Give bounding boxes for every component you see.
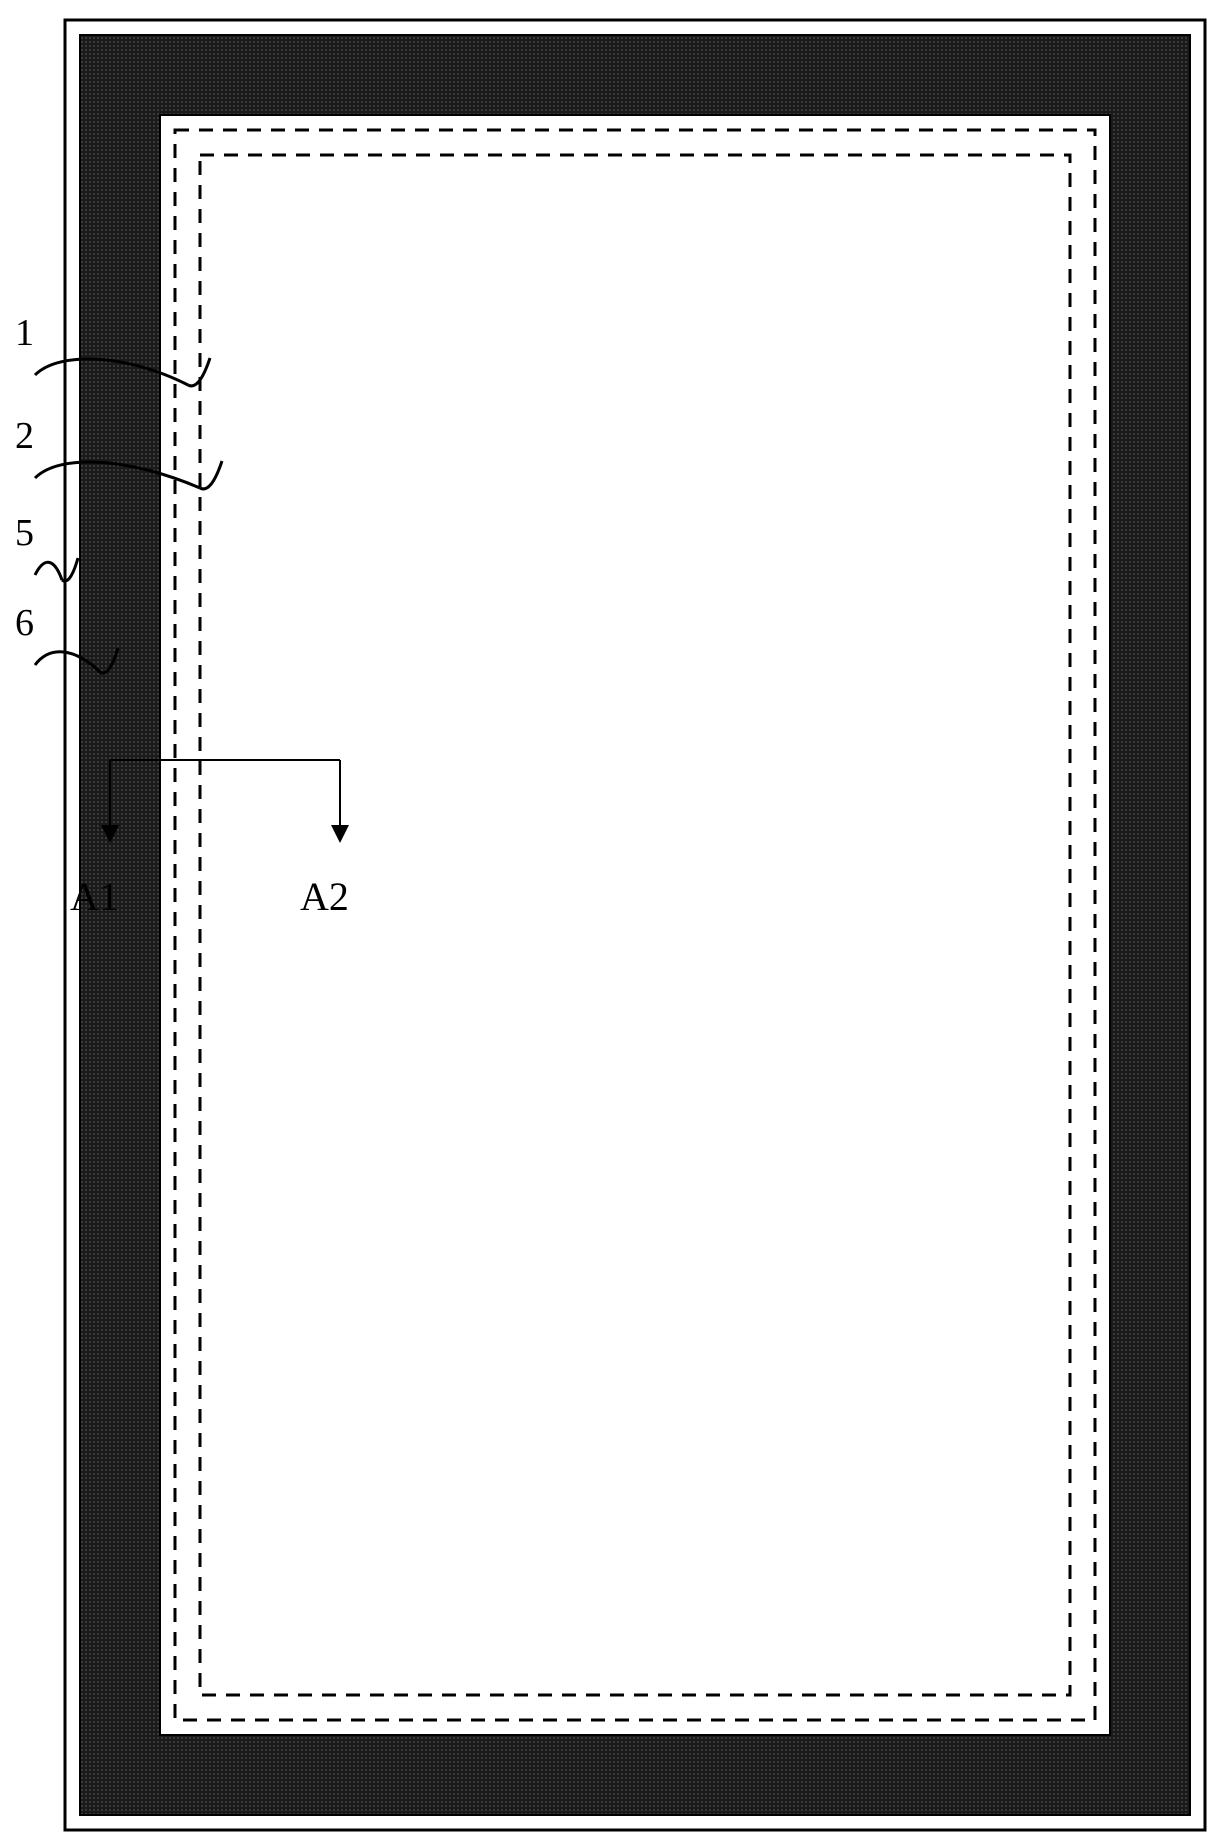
hatched-band bbox=[80, 35, 1190, 1815]
leader-label-5: 5 bbox=[15, 512, 34, 554]
outer-frame bbox=[65, 20, 1205, 1830]
leader-label-6: 6 bbox=[15, 602, 34, 644]
dashed-rect-inner bbox=[200, 155, 1070, 1695]
leader-line-5 bbox=[35, 562, 62, 580]
leader-hook-2 bbox=[200, 461, 222, 489]
leader-label-1: 1 bbox=[15, 312, 34, 354]
arrow-a2-head-icon bbox=[331, 825, 349, 843]
leader-label-2: 2 bbox=[15, 415, 34, 457]
arrow-a1-label: A1 bbox=[70, 874, 119, 919]
arrow-a2-label: A2 bbox=[300, 874, 349, 919]
dashed-rect-outer bbox=[175, 130, 1095, 1720]
